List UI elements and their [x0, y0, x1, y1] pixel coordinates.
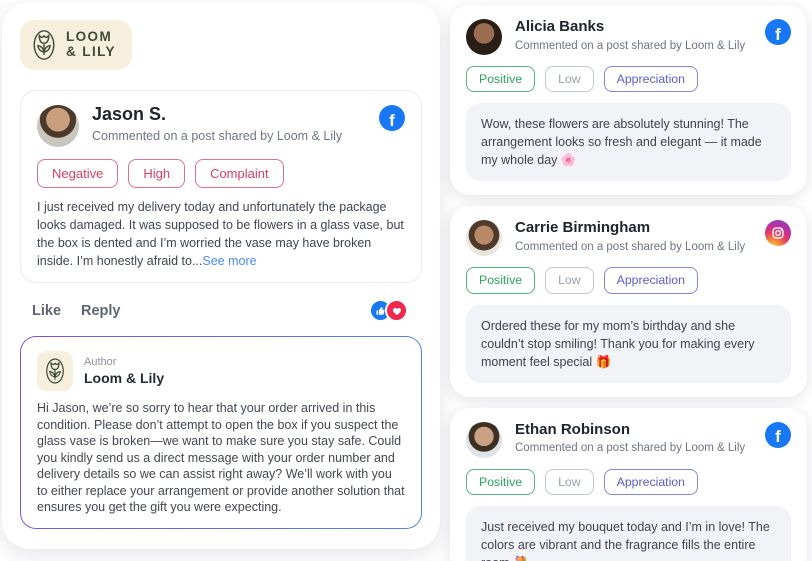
comment-context: Commented on a post shared by Loom & Lil…: [92, 128, 343, 143]
feed-card-header: Alicia Banks Commented on a post shared …: [466, 18, 791, 55]
classification-tag[interactable]: Complaint: [195, 159, 284, 188]
comment-author-block: Jason S. Commented on a post shared by L…: [92, 104, 343, 144]
reactions-summary[interactable]: [369, 299, 408, 322]
author-name: Jason S.: [92, 104, 167, 124]
classification-tag[interactable]: Positive: [466, 66, 536, 93]
feed-comment-card: Alicia Banks Commented on a post shared …: [450, 5, 807, 196]
tag-label: High: [143, 166, 171, 181]
avatar[interactable]: [466, 421, 502, 458]
brand-line-2: & LILY: [66, 44, 116, 59]
tulip-logo-icon: [44, 357, 66, 385]
reply-body: Hi Jason, we’re so sorry to hear that yo…: [37, 401, 405, 514]
reply-author-name: Loom & Lily: [84, 370, 165, 386]
tag-label: Appreciation: [616, 474, 685, 489]
brand-line-1: LOOM: [66, 29, 113, 45]
see-more-link[interactable]: See more: [202, 254, 257, 268]
classification-tag[interactable]: Negative: [37, 159, 119, 188]
platform-slot: f: [765, 19, 791, 45]
platform-slot: f: [765, 220, 791, 247]
brand-wordmark: LOOM & LILY: [66, 29, 116, 60]
tag-label: Appreciation: [616, 72, 685, 86]
tag-label: Complaint: [210, 166, 269, 181]
comment-bubble: Just received my bouquet today and I’m i…: [466, 505, 791, 561]
comment-card-header: Jason S. Commented on a post shared by L…: [37, 104, 405, 147]
brand-logo-badge: LOOM & LILY: [20, 20, 132, 70]
comment-actions: Like Reply: [20, 299, 422, 322]
classification-tag[interactable]: Positive: [466, 267, 536, 294]
comment-tags: Positive Low Appreciation: [466, 66, 791, 93]
classification-tag[interactable]: High: [128, 159, 186, 188]
tag-label: Positive: [479, 273, 523, 288]
feed-author-block: Alicia Banks Commented on a post shared …: [515, 18, 746, 53]
avatar[interactable]: [37, 105, 79, 147]
reply-header: Author Loom & Lily: [37, 351, 405, 391]
classification-tag[interactable]: Low: [545, 66, 594, 93]
feed-comment-card: Ethan Robinson Commented on a post share…: [450, 407, 807, 561]
author-name: Carrie Birmingham: [515, 219, 651, 237]
tag-label: Positive: [479, 474, 523, 489]
tag-label: Low: [558, 72, 581, 86]
right-panel: Alicia Banks Commented on a post shared …: [450, 5, 807, 561]
like-button[interactable]: Like: [32, 302, 62, 319]
reply-button[interactable]: Reply: [81, 302, 121, 319]
classification-tag[interactable]: Appreciation: [603, 468, 698, 495]
comment-context: Commented on a post shared by Loom & Lil…: [515, 39, 746, 52]
comment-context: Commented on a post shared by Loom & Lil…: [515, 442, 746, 455]
author-name: Alicia Banks: [515, 18, 605, 35]
feed-comment-card: Carrie Birmingham Commented on a post sh…: [450, 206, 807, 397]
tag-label: Low: [558, 273, 581, 288]
tag-label: Positive: [479, 72, 523, 86]
feed-author-block: Carrie Birmingham Commented on a post sh…: [515, 220, 745, 254]
love-reaction-icon: [385, 299, 408, 322]
tag-label: Negative: [52, 166, 104, 181]
author-reply-card: Author Loom & Lily Hi Jason, we’re so so…: [20, 336, 422, 529]
facebook-icon[interactable]: f: [379, 105, 405, 131]
comment-bubble: Wow, these flowers are absolutely stunni…: [466, 103, 791, 182]
classification-tag[interactable]: Appreciation: [603, 66, 698, 93]
avatar[interactable]: [466, 220, 502, 257]
tag-label: Appreciation: [616, 273, 685, 288]
facebook-icon[interactable]: f: [765, 421, 791, 448]
classification-tag[interactable]: Low: [545, 468, 594, 495]
platform-slot: f: [765, 421, 791, 448]
left-panel: LOOM & LILY Jason S. Commented on a post…: [2, 2, 440, 549]
facebook-icon[interactable]: f: [765, 19, 791, 45]
avatar[interactable]: [466, 19, 502, 55]
instagram-icon[interactable]: [765, 220, 791, 247]
classification-tag[interactable]: Low: [545, 267, 594, 294]
comment-tags: Positive Low Appreciation: [466, 468, 791, 495]
comment-card: Jason S. Commented on a post shared by L…: [20, 90, 422, 283]
tulip-logo-icon: [31, 28, 57, 62]
feed-author-block: Ethan Robinson Commented on a post share…: [515, 420, 746, 456]
reply-author-block: Author Loom & Lily: [84, 356, 164, 386]
comment-text: I just received my delivery today and un…: [37, 200, 404, 268]
tag-label: Low: [558, 474, 581, 489]
platform-slot: f: [379, 105, 405, 131]
comment-body: I just received my delivery today and un…: [37, 198, 405, 270]
author-name: Ethan Robinson: [515, 420, 630, 438]
comment-bubble: Ordered these for my mom’s birthday and …: [466, 304, 791, 383]
comment-tags: Positive Low Appreciation: [466, 267, 791, 294]
classification-tag[interactable]: Positive: [466, 468, 536, 495]
classification-tag[interactable]: Appreciation: [603, 267, 698, 294]
comment-tags: Negative High Complaint: [37, 159, 405, 188]
author-label: Author: [84, 355, 117, 368]
brand-mini-badge: [37, 351, 73, 391]
comment-context: Commented on a post shared by Loom & Lil…: [515, 240, 746, 253]
feed-card-header: Carrie Birmingham Commented on a post sh…: [466, 220, 791, 257]
feed-card-header: Ethan Robinson Commented on a post share…: [466, 420, 791, 458]
